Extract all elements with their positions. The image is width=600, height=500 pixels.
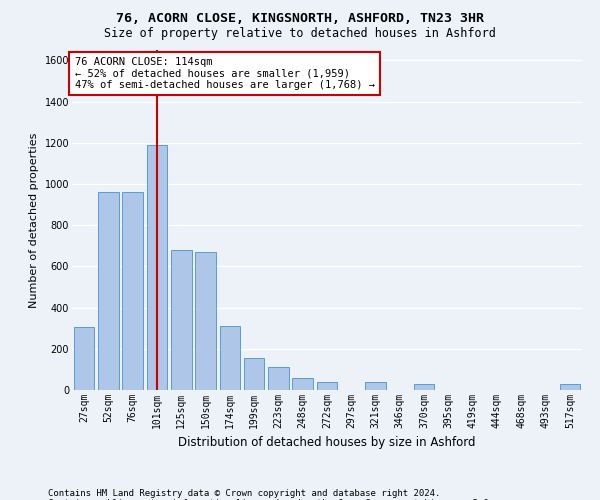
- Bar: [317, 382, 337, 390]
- Text: Contains public sector information licensed under the Open Government Licence v3: Contains public sector information licen…: [48, 498, 494, 500]
- Bar: [171, 250, 191, 390]
- Text: 76 ACORN CLOSE: 114sqm
← 52% of detached houses are smaller (1,959)
47% of semi-: 76 ACORN CLOSE: 114sqm ← 52% of detached…: [74, 57, 374, 90]
- Bar: [98, 192, 119, 390]
- Bar: [268, 368, 289, 390]
- Bar: [414, 384, 434, 390]
- X-axis label: Distribution of detached houses by size in Ashford: Distribution of detached houses by size …: [178, 436, 476, 450]
- Bar: [560, 384, 580, 390]
- Bar: [220, 326, 240, 390]
- Text: Contains HM Land Registry data © Crown copyright and database right 2024.: Contains HM Land Registry data © Crown c…: [48, 488, 440, 498]
- Bar: [244, 358, 265, 390]
- Bar: [74, 327, 94, 390]
- Bar: [122, 192, 143, 390]
- Bar: [195, 252, 216, 390]
- Bar: [146, 145, 167, 390]
- Bar: [365, 382, 386, 390]
- Text: Size of property relative to detached houses in Ashford: Size of property relative to detached ho…: [104, 28, 496, 40]
- Bar: [292, 378, 313, 390]
- Y-axis label: Number of detached properties: Number of detached properties: [29, 132, 39, 308]
- Text: 76, ACORN CLOSE, KINGSNORTH, ASHFORD, TN23 3HR: 76, ACORN CLOSE, KINGSNORTH, ASHFORD, TN…: [116, 12, 484, 26]
